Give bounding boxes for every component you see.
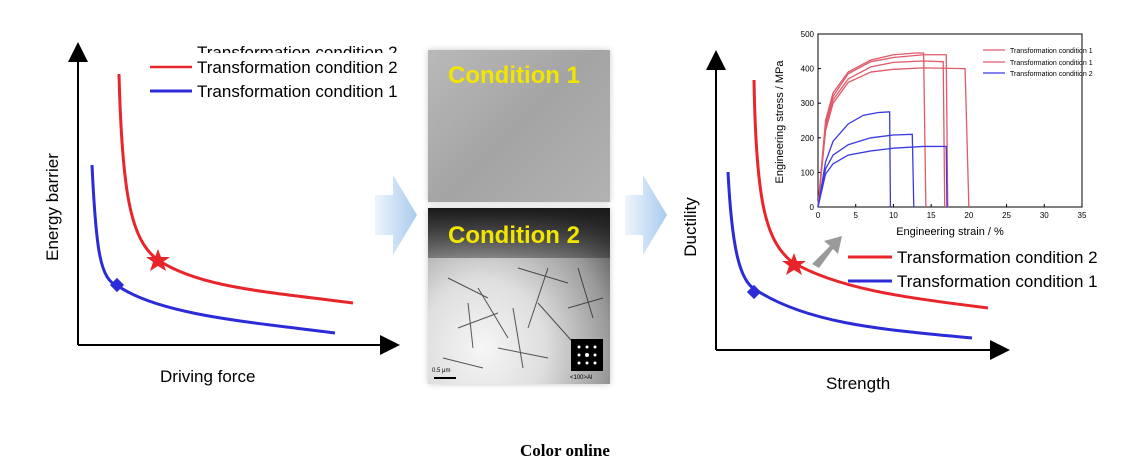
series-line-5 <box>817 111 892 208</box>
y-tick-label: 100 <box>801 168 815 177</box>
micrograph-condition2: Condition 2 0.5 μm <100>Al <box>428 208 610 384</box>
x-tick-label: 30 <box>1040 211 1049 220</box>
right-legend-condition1: Transformation condition 1 <box>897 272 1098 291</box>
x-tick-label: 5 <box>853 211 858 220</box>
x-tick-label: 35 <box>1078 211 1087 220</box>
chart-ylabel: Engineering stress / MPa <box>774 60 786 184</box>
left-legend-condition2: Transformation condition 2 <box>197 58 398 77</box>
right-x-label: Strength <box>826 374 891 393</box>
right-star-marker <box>782 253 806 275</box>
condition2-curve <box>117 73 354 305</box>
inset-arrow <box>812 236 842 268</box>
x-tick-label: 10 <box>889 211 898 220</box>
stress-strain-chart: 0 5 10 15 20 25 30 35 0 100 200 300 400 500 Engineeri… <box>774 30 1093 238</box>
series-line-4 <box>817 67 970 208</box>
diamond-marker <box>109 277 125 293</box>
x-tick-label: 0 <box>816 211 821 220</box>
flow-arrow-1 <box>375 175 417 255</box>
micrograph-condition1: Condition 1 <box>428 50 610 202</box>
right-y-label: Ductility <box>681 197 700 257</box>
left-schematic <box>68 42 400 355</box>
x-tick-label: 15 <box>927 211 936 220</box>
y-tick-label: 400 <box>801 65 815 74</box>
chart-legend-entry-1a: Transformation condition 1 <box>1010 48 1093 55</box>
micrograph-title-condition2: Condition 2 <box>448 222 580 249</box>
series-line-3 <box>817 60 946 208</box>
right-condition1-curve <box>726 171 973 340</box>
right-diamond-marker <box>746 284 762 300</box>
series-line-6 <box>817 133 915 208</box>
series-line-1 <box>817 52 927 208</box>
left-x-label: Driving force <box>160 367 256 386</box>
y-tick-label: 0 <box>810 203 815 212</box>
condition1-curve <box>90 164 336 335</box>
chart-legend-entry-2: Transformation condition 2 <box>1010 71 1093 78</box>
scale-bar <box>434 377 456 379</box>
series-line-7 <box>817 145 948 208</box>
left-legend-condition1: Transformation condition 1 <box>197 82 398 101</box>
scale-label: 0.5 μm <box>432 368 451 374</box>
chart-legend-entry-1b: Transformation condition 1 <box>1010 60 1093 67</box>
right-legend-condition2: Transformation condition 2 <box>897 248 1098 267</box>
x-tick-label: 20 <box>964 211 973 220</box>
legend-overprint: Transformation condition 2 <box>197 44 398 53</box>
diffraction-inset <box>571 339 603 371</box>
left-y-label: Energy barrier <box>43 153 62 261</box>
chart-frame <box>817 33 1083 208</box>
y-tick-label: 500 <box>801 30 815 39</box>
zone-axis-label: <100>Al <box>570 375 593 381</box>
micrograph-title-condition1: Condition 1 <box>448 62 580 89</box>
right-schematic <box>706 50 1010 360</box>
y-tick-label: 300 <box>801 99 815 108</box>
series-line-2 <box>817 54 949 208</box>
y-tick-label: 200 <box>801 134 815 143</box>
x-tick-label: 25 <box>1002 211 1011 220</box>
figure-caption: Color online <box>520 441 610 460</box>
flow-arrow-2 <box>625 175 667 255</box>
star-marker <box>146 249 170 271</box>
chart-xlabel: Engineering strain / % <box>896 226 1004 238</box>
